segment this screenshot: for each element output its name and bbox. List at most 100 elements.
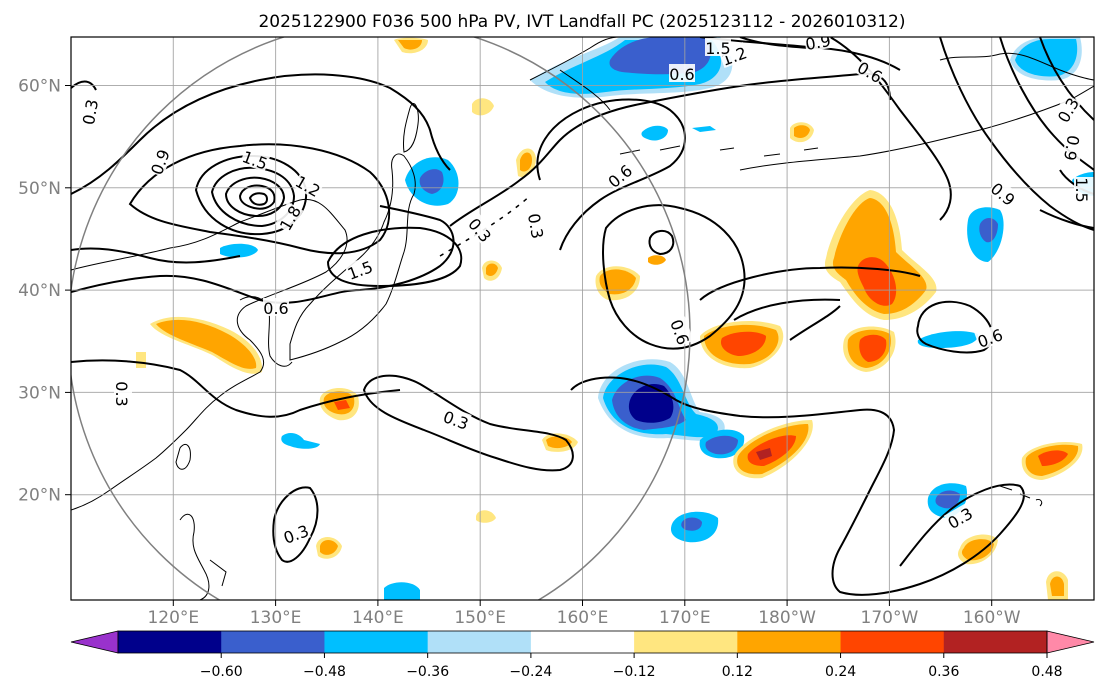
contour-label-bg (603, 159, 636, 191)
colorbar-segment (634, 631, 738, 653)
lat-tick-label: 40°N (18, 281, 61, 301)
lat-tick-label: 20°N (18, 486, 61, 506)
pv-contour (238, 184, 276, 210)
pv-contour (449, 72, 891, 227)
colorbar-segment (324, 631, 429, 653)
neg-anomaly-patch (692, 126, 716, 132)
neg-anomaly-patch (979, 218, 998, 243)
colorbar-tick-label: −0.48 (303, 664, 346, 680)
colorbar: −0.60 −0.48 −0.36 −0.24 −0.12 0.12 0.24 0.36 0.4… (70, 630, 1095, 680)
lon-tick-label: 170°E (659, 608, 711, 628)
colorbar-tick-label: 0.36 (928, 664, 959, 680)
contour-label-bg (146, 146, 172, 177)
contour-label-bg (344, 256, 375, 282)
contour-label-bg (1052, 93, 1082, 126)
pv-contour (916, 300, 994, 354)
contour-label: 0.3 (112, 381, 132, 407)
pos-anomaly-patch (832, 198, 927, 314)
contour-label-bg (974, 324, 1005, 350)
gridlines (71, 37, 1094, 600)
pos-anomaly-patch (859, 334, 887, 362)
pos-anomaly-patch (136, 352, 146, 368)
pv-contour (739, 37, 811, 49)
pv-contour (71, 247, 241, 264)
lon-tick-label: 160°W (963, 608, 1021, 628)
contour-label: 0.3 (77, 97, 102, 127)
colorbar-segment (221, 631, 325, 653)
pv-contour (71, 205, 455, 304)
pv-contour (362, 374, 574, 472)
contour-label-text: 0.6 (263, 299, 288, 318)
pos-anomaly-patch (334, 400, 350, 410)
pos-anomaly-patch (398, 40, 422, 50)
colorbar-tick-label: 0.12 (722, 664, 753, 680)
lon-tick-label: 180°W (758, 608, 816, 628)
contour-label-bg (465, 213, 497, 246)
contour-label-bg (668, 316, 694, 347)
pos-anomaly-patch (599, 269, 636, 295)
contour-label: 1.8 (1090, 177, 1094, 203)
contour-label-bg (987, 177, 1020, 209)
colorbar-segment (737, 631, 842, 653)
pos-anomaly-patch (1050, 576, 1064, 596)
coastline-japan (289, 153, 416, 361)
pos-anomaly-patch (320, 540, 338, 555)
contour-label-bg (441, 406, 472, 432)
neg-anomaly-patch (681, 517, 702, 531)
lat-tick-label: 60°N (18, 77, 61, 97)
contour-label-bg (669, 64, 695, 82)
contour-label-text: 1.5 (705, 39, 730, 58)
lon-tick-label: 160°E (557, 608, 609, 628)
colorbar-tick-label: −0.24 (509, 664, 552, 680)
pv-contour (999, 37, 1094, 171)
coastline-asia (71, 198, 348, 511)
lat-tick-label: 30°N (18, 383, 61, 403)
pos-anomaly-patch (756, 448, 772, 460)
pv-contour (1039, 209, 1094, 229)
contour-label: 0.3 (524, 211, 549, 241)
contour-label-bg (525, 211, 549, 241)
lat-tick-label: 50°N (18, 179, 61, 199)
contour-label-bg (705, 38, 731, 56)
contour-label: 1.5 (1072, 177, 1092, 203)
pos-anomaly-patch (520, 152, 532, 172)
neg-anomaly-patch (281, 433, 320, 449)
colorbar-segment (118, 631, 222, 653)
latitude-axis: 20°N 30°N 40°N 50°N 60°N (18, 77, 71, 506)
pv-contours (71, 37, 1094, 596)
contour-label-text: 0.3 (79, 98, 102, 126)
coastline-aleutians (619, 145, 819, 157)
pos-anomaly-patch (472, 98, 494, 116)
lon-tick-label: 140°E (352, 608, 404, 628)
chart-title: 2025122900 F036 500 hPa PV, IVT Landfall… (258, 12, 905, 32)
longitude-axis: 120°E 130°E 140°E 150°E 160°E 170°E 180°W 170°W… (147, 600, 1021, 628)
pv-contour (71, 359, 401, 418)
pos-anomaly-patch (648, 255, 666, 265)
contour-label-bg (280, 520, 311, 546)
pv-contour (272, 486, 319, 563)
pos-anomaly-patch (961, 539, 994, 561)
contour-label: 0.9 (1060, 134, 1085, 163)
colorbar-tick-label: −0.12 (613, 664, 656, 680)
contour-label-bg (77, 97, 101, 127)
pos-anomaly-patch (156, 319, 257, 369)
colorbar-tick-label: 0.48 (1031, 664, 1062, 680)
neg-anomaly-patch (705, 435, 738, 455)
neg-anomaly-patch (628, 383, 674, 423)
contour-label-bg (263, 298, 289, 316)
contour-label-bg (240, 146, 271, 172)
colorbar-tick-label: −0.36 (406, 664, 449, 680)
contour-label-bg (274, 201, 304, 234)
coastline-sakhalin (403, 102, 419, 153)
pv-contour (602, 204, 746, 350)
pv-contour (939, 37, 1094, 231)
lon-tick-label: 170°W (861, 608, 919, 628)
neg-anomaly-patch (641, 125, 668, 141)
pv-contour (789, 305, 841, 341)
contour-labels: 0.30.9 1.51.21.81.50.60.3 0.30.60.30.60.60… (77, 37, 1094, 548)
contour-label-bg (114, 381, 132, 407)
contour-label-text: 1.5 (1072, 177, 1091, 202)
lon-tick-label: 130°E (250, 608, 302, 628)
pos-anomaly-patch (486, 263, 498, 276)
